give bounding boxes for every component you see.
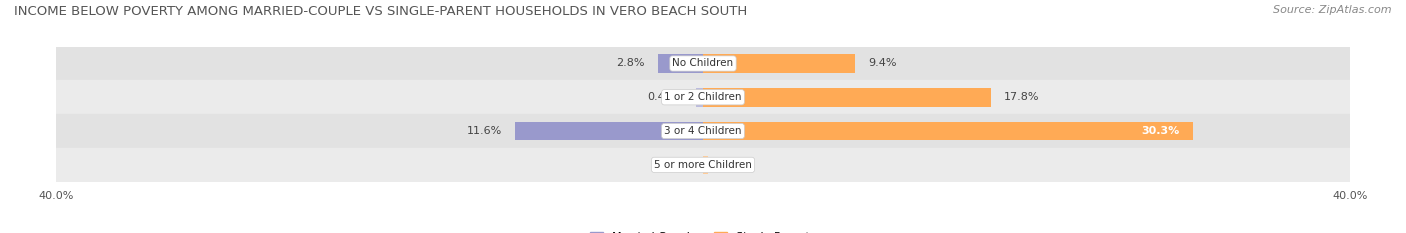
Text: 30.3%: 30.3% [1142, 126, 1180, 136]
Text: Source: ZipAtlas.com: Source: ZipAtlas.com [1274, 5, 1392, 15]
Bar [703, 88, 991, 106]
Bar [516, 122, 703, 140]
Bar [703, 54, 855, 73]
Bar [696, 88, 703, 106]
Text: 1 or 2 Children: 1 or 2 Children [664, 92, 742, 102]
Text: 0.46%: 0.46% [647, 92, 683, 102]
Bar [703, 122, 1192, 140]
Bar [56, 148, 1350, 182]
Text: INCOME BELOW POVERTY AMONG MARRIED-COUPLE VS SINGLE-PARENT HOUSEHOLDS IN VERO BE: INCOME BELOW POVERTY AMONG MARRIED-COUPL… [14, 5, 748, 18]
Text: 3 or 4 Children: 3 or 4 Children [664, 126, 742, 136]
Bar [565, 148, 841, 182]
Bar [658, 54, 703, 73]
Text: 2.8%: 2.8% [616, 58, 645, 69]
Text: 0.0%: 0.0% [716, 160, 744, 170]
Bar [56, 47, 1350, 80]
Text: 0.0%: 0.0% [662, 160, 690, 170]
Text: 5 or more Children: 5 or more Children [654, 160, 752, 170]
Text: 11.6%: 11.6% [467, 126, 502, 136]
Bar [56, 80, 1350, 114]
Bar [56, 114, 1350, 148]
Bar [703, 156, 707, 174]
Text: 17.8%: 17.8% [1004, 92, 1039, 102]
Text: No Children: No Children [672, 58, 734, 69]
Bar [565, 80, 841, 114]
Text: 9.4%: 9.4% [868, 58, 897, 69]
Legend: Married Couples, Single Parents: Married Couples, Single Parents [586, 227, 820, 233]
Bar [565, 114, 841, 148]
Bar [565, 47, 841, 80]
